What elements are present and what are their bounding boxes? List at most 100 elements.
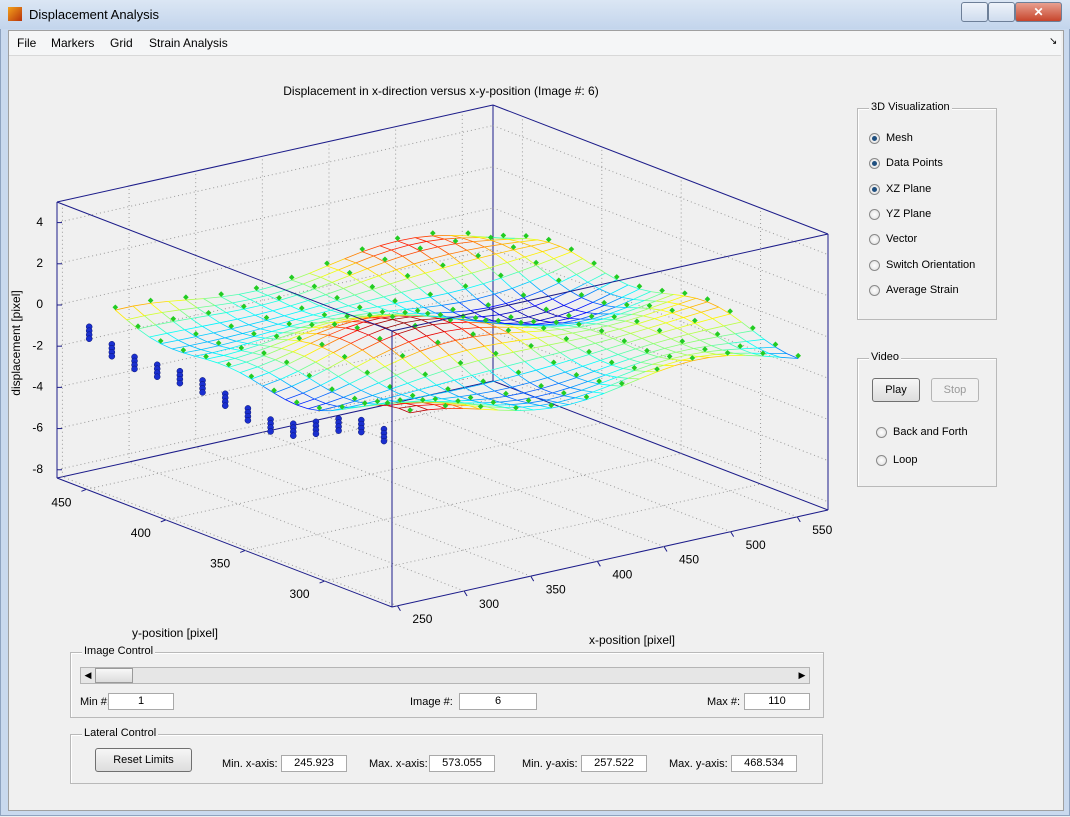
menu-item[interactable]: Grid: [110, 36, 133, 50]
max-x-field[interactable]: 573.055: [429, 755, 495, 772]
mesh-line: [387, 405, 399, 409]
mesh-line: [496, 326, 509, 334]
stop-button: Stop: [931, 378, 979, 402]
mesh-line: [513, 351, 526, 362]
data-point: [591, 260, 597, 266]
data-point: [170, 315, 177, 322]
mesh-line: [378, 269, 397, 277]
radio-label[interactable]: Loop: [893, 454, 918, 466]
mesh-line: [214, 302, 233, 306]
radio-selected: [872, 161, 877, 167]
menu-item[interactable]: File: [17, 36, 37, 50]
mesh-line: [424, 272, 437, 284]
mesh-line: [271, 326, 290, 332]
image-field[interactable]: 6: [459, 693, 537, 710]
z-axis-label: displacement [pixel]: [9, 290, 23, 395]
data-point: [366, 312, 373, 318]
reset-limits-button[interactable]: Reset Limits: [95, 748, 192, 772]
mesh-line: [371, 312, 383, 316]
mesh-line: [615, 306, 627, 308]
mesh-line: [219, 318, 238, 324]
mesh-line: [499, 310, 518, 316]
radio-circle[interactable]: [876, 427, 887, 438]
radio-circle[interactable]: [869, 183, 880, 195]
menu-item[interactable]: Markers: [51, 36, 95, 50]
radio-label[interactable]: Back and Forth: [893, 426, 968, 438]
mesh-line: [553, 364, 566, 373]
grid-line: [492, 248, 829, 379]
radio-label[interactable]: Vector: [886, 233, 918, 246]
mesh-line: [149, 332, 168, 338]
tick-mark: [463, 590, 468, 597]
radio-label[interactable]: Average Strain: [886, 283, 959, 296]
mesh-line: [522, 406, 534, 411]
mesh-line: [425, 370, 444, 378]
radio-label[interactable]: XZ Plane: [886, 182, 932, 195]
mesh-line: [196, 307, 209, 316]
menu-item[interactable]: Strain Analysis: [149, 36, 228, 50]
slider-left-arrow[interactable]: ◀: [84, 670, 92, 680]
radio-circle[interactable]: [869, 259, 880, 271]
image-slider[interactable]: ◀ ▶: [80, 667, 810, 684]
mesh-line: [300, 322, 319, 328]
mesh-line: [349, 275, 362, 283]
tick-mark: [239, 550, 246, 553]
mesh-line: [286, 364, 299, 372]
radio-circle[interactable]: [869, 208, 880, 220]
data-point: [588, 313, 595, 320]
mesh-line: [219, 322, 232, 330]
minimize-button[interactable]: [961, 2, 988, 22]
mesh-line: [564, 258, 583, 267]
data-point: [311, 283, 318, 290]
mesh-line: [524, 361, 537, 371]
y-tick-label: 450: [51, 496, 71, 510]
max-field[interactable]: 110: [744, 693, 810, 710]
mesh-line: [415, 324, 433, 329]
radio-label[interactable]: Mesh: [886, 132, 913, 144]
mesh-line: [543, 330, 556, 337]
mesh-line: [532, 327, 544, 332]
mesh-line: [486, 406, 505, 408]
mesh-line: [670, 338, 683, 345]
mesh-line: [302, 276, 321, 285]
mesh-line: [495, 351, 514, 357]
mesh-line: [494, 293, 507, 304]
mesh-line: [185, 298, 204, 301]
radio-circle[interactable]: [869, 133, 880, 144]
mesh-line: [189, 345, 202, 350]
max-y-field[interactable]: 468.534: [731, 755, 797, 772]
min-x-field[interactable]: 245.923: [281, 755, 347, 772]
dock-arrow[interactable]: ↘: [1049, 36, 1058, 47]
maximize-button[interactable]: [988, 2, 1015, 22]
mesh-line: [486, 406, 499, 411]
slider-right-arrow[interactable]: ▶: [798, 670, 806, 680]
mesh-line: [495, 355, 508, 367]
mesh-line: [179, 307, 198, 311]
radio-circle[interactable]: [869, 284, 880, 296]
mesh-line: [232, 299, 251, 304]
mesh-line: [372, 395, 384, 400]
close-button[interactable]: ✕: [1015, 2, 1062, 22]
min-field[interactable]: 1: [108, 693, 174, 710]
slider-thumb[interactable]: [95, 668, 133, 683]
mesh-line: [489, 262, 508, 269]
radio-label[interactable]: YZ Plane: [886, 207, 932, 220]
min-y-field[interactable]: 257.522: [581, 755, 647, 772]
radio-circle[interactable]: [876, 455, 887, 466]
play-button[interactable]: Play: [872, 378, 920, 402]
radio-label[interactable]: Data Points: [886, 157, 943, 170]
radio-circle[interactable]: [869, 158, 880, 170]
mesh-line: [408, 244, 421, 252]
tick-mark: [730, 531, 735, 537]
mesh-line: [253, 336, 266, 339]
radio-circle[interactable]: [869, 234, 880, 246]
data-point: [485, 302, 492, 308]
radio-label[interactable]: Switch Orientation: [886, 258, 976, 271]
mesh-line: [362, 245, 381, 253]
mesh-line: [484, 342, 503, 347]
mesh-line: [561, 326, 580, 330]
mesh-line: [348, 305, 360, 311]
mesh-line: [564, 365, 583, 373]
mesh-line: [452, 310, 471, 313]
data-point: [533, 259, 539, 266]
